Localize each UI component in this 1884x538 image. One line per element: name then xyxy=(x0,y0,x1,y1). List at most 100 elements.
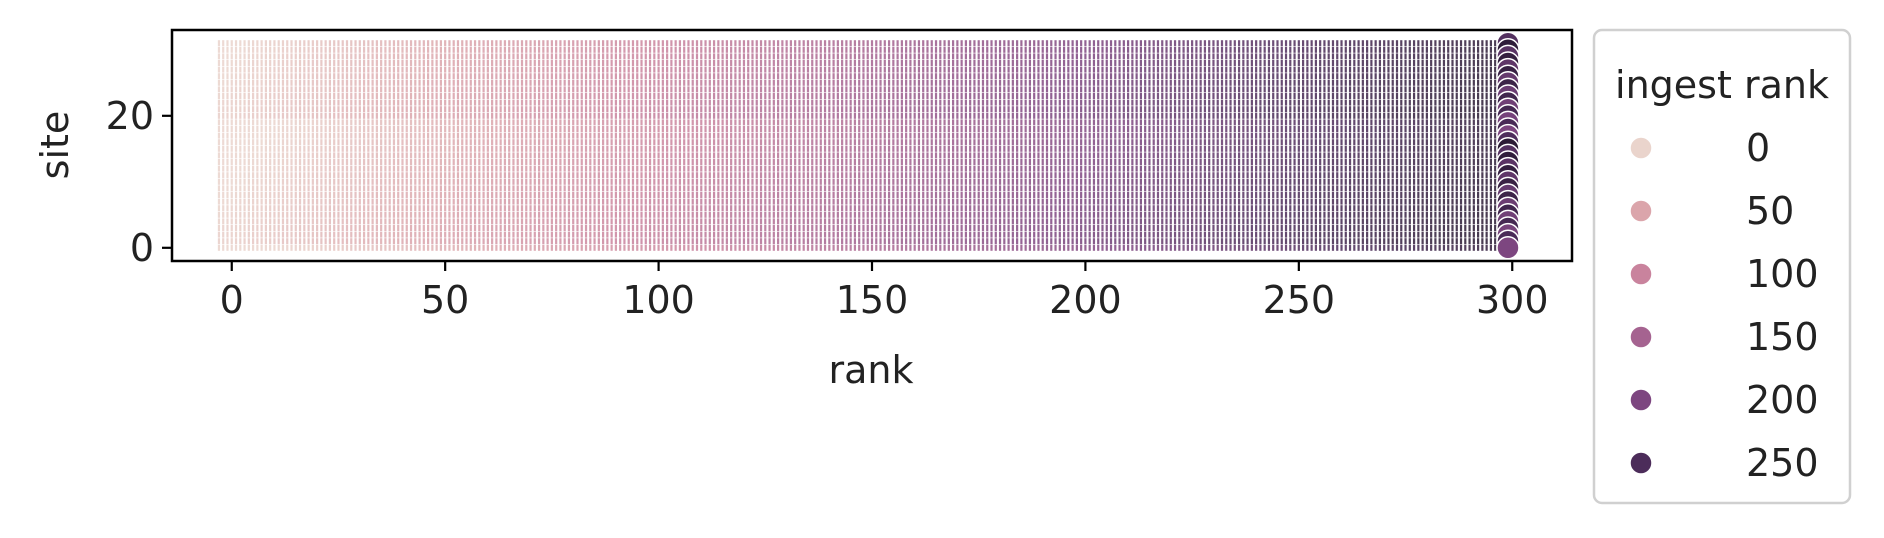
scatter-point xyxy=(1442,152,1446,159)
scatter-point xyxy=(405,145,408,152)
scatter-point xyxy=(226,198,229,205)
scatter-point xyxy=(1485,172,1488,179)
scatter-point xyxy=(1071,159,1074,165)
scatter-point xyxy=(678,192,682,198)
scatter-point xyxy=(896,152,899,159)
scatter-point xyxy=(1062,145,1066,152)
scatter-point xyxy=(294,192,297,198)
scatter-point xyxy=(738,139,741,146)
scatter-point xyxy=(1195,185,1198,192)
scatter-point xyxy=(439,244,443,251)
scatter-point xyxy=(1293,178,1296,185)
scatter-point xyxy=(755,225,758,231)
scatter-point xyxy=(439,198,443,205)
scatter-point xyxy=(247,225,250,231)
scatter-point xyxy=(798,225,801,231)
scatter-point xyxy=(1357,172,1360,179)
scatter-point xyxy=(815,165,818,172)
scatter-point xyxy=(392,198,396,205)
scatter-point xyxy=(392,231,396,238)
scatter-point xyxy=(1442,231,1446,238)
scatter-point xyxy=(1319,238,1322,245)
scatter-point xyxy=(1126,198,1130,205)
scatter-point xyxy=(1425,178,1428,185)
scatter-point xyxy=(1088,211,1091,218)
scatter-point xyxy=(495,165,498,172)
scatter-point xyxy=(508,152,511,159)
scatter-point xyxy=(939,192,942,198)
scatter-point xyxy=(217,185,221,192)
scatter-point xyxy=(815,205,818,212)
scatter-point xyxy=(589,165,592,172)
scatter-point xyxy=(1383,198,1386,205)
scatter-point xyxy=(922,231,925,238)
scatter-point xyxy=(1016,244,1019,251)
scatter-point xyxy=(273,231,276,238)
scatter-point xyxy=(640,231,643,238)
scatter-point xyxy=(657,238,660,245)
scatter-point xyxy=(1280,178,1283,185)
scatter-point xyxy=(414,139,417,146)
scatter-point xyxy=(892,225,895,231)
scatter-point xyxy=(845,172,848,179)
scatter-point xyxy=(499,218,502,225)
scatter-point xyxy=(1148,172,1151,179)
scatter-point xyxy=(1464,231,1467,238)
scatter-point xyxy=(328,159,332,165)
scatter-point xyxy=(1434,192,1437,198)
scatter-point xyxy=(725,139,728,146)
scatter-point xyxy=(1050,185,1053,192)
scatter-point xyxy=(653,198,656,205)
scatter-point xyxy=(478,198,481,205)
scatter-point xyxy=(836,198,839,205)
scatter-point xyxy=(1212,165,1215,172)
scatter-point xyxy=(1220,205,1224,212)
scatter-point xyxy=(841,211,844,218)
scatter-point xyxy=(1186,211,1189,218)
scatter-point xyxy=(1455,225,1458,231)
scatter-point xyxy=(1336,172,1339,179)
scatter-point xyxy=(1024,185,1027,192)
scatter-point xyxy=(388,159,391,165)
scatter-point xyxy=(1276,205,1279,212)
scatter-point xyxy=(1242,205,1245,212)
scatter-point xyxy=(1489,185,1493,192)
scatter-point xyxy=(362,159,366,165)
scatter-point xyxy=(384,152,387,159)
scatter-point xyxy=(572,211,575,218)
scatter-point xyxy=(815,225,818,231)
scatter-point xyxy=(290,205,293,212)
scatter-point xyxy=(1391,225,1394,231)
scatter-point xyxy=(1011,198,1014,205)
scatter-point xyxy=(704,225,707,231)
scatter-point xyxy=(1186,218,1189,225)
scatter-point xyxy=(730,178,733,185)
scatter-point xyxy=(324,211,327,218)
scatter-point xyxy=(875,244,878,251)
scatter-point xyxy=(1135,178,1138,185)
scatter-point xyxy=(725,211,728,218)
scatter-point xyxy=(674,205,677,212)
scatter-point xyxy=(1353,159,1356,165)
scatter-point xyxy=(1361,159,1364,165)
scatter-point xyxy=(806,178,810,185)
scatter-point xyxy=(256,145,259,152)
scatter-point xyxy=(828,231,831,238)
scatter-point xyxy=(1310,172,1313,179)
scatter-point xyxy=(1195,205,1198,212)
scatter-point xyxy=(469,185,472,192)
scatter-point xyxy=(1186,172,1189,179)
scatter-point xyxy=(1314,198,1318,205)
scatter-point xyxy=(1003,238,1006,245)
scatter-point xyxy=(947,159,950,165)
scatter-point xyxy=(755,238,758,245)
scatter-point xyxy=(1075,185,1078,192)
scatter-point xyxy=(1097,225,1100,231)
scatter-point xyxy=(1272,205,1275,212)
scatter-point xyxy=(508,159,511,165)
scatter-point xyxy=(1212,244,1215,251)
scatter-point xyxy=(1306,159,1309,165)
scatter-point xyxy=(217,172,221,179)
scatter-point xyxy=(1412,205,1416,212)
scatter-point xyxy=(644,238,647,245)
